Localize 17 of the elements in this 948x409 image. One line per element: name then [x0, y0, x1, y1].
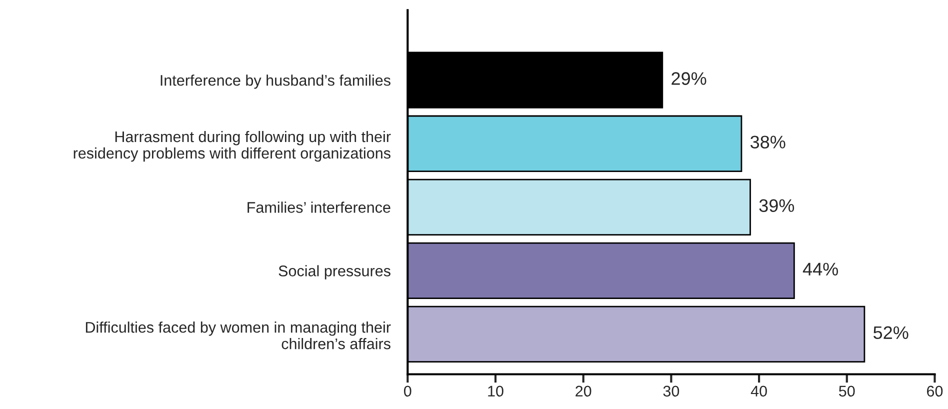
data-label: 38% [750, 136, 786, 148]
x-tick-label: 50 [838, 386, 855, 397]
y-tick-label: Difficulties faced by women in managing their children’s affairs [86, 322, 391, 350]
y-tick-label: Social pressures [278, 265, 390, 280]
data-label: 52% [874, 326, 908, 340]
x-tick-label: 0 [404, 386, 412, 397]
x-tick-label: 60 [927, 386, 943, 397]
y-tick-label: Families’ interference [248, 202, 390, 213]
x-tick-label: 40 [750, 386, 767, 397]
data-label: 44% [802, 262, 838, 276]
x-tick-label: 10 [488, 386, 504, 397]
x-tick-label: 30 [663, 386, 680, 397]
x-tick-label: 20 [576, 386, 592, 397]
y-tick-label: Harrasment during following up with their residency problems with different organizations [74, 130, 391, 162]
data-label: 29% [672, 72, 706, 85]
y-tick-label: Interference by husband’s families [160, 74, 390, 89]
data-label: 39% [759, 199, 794, 212]
